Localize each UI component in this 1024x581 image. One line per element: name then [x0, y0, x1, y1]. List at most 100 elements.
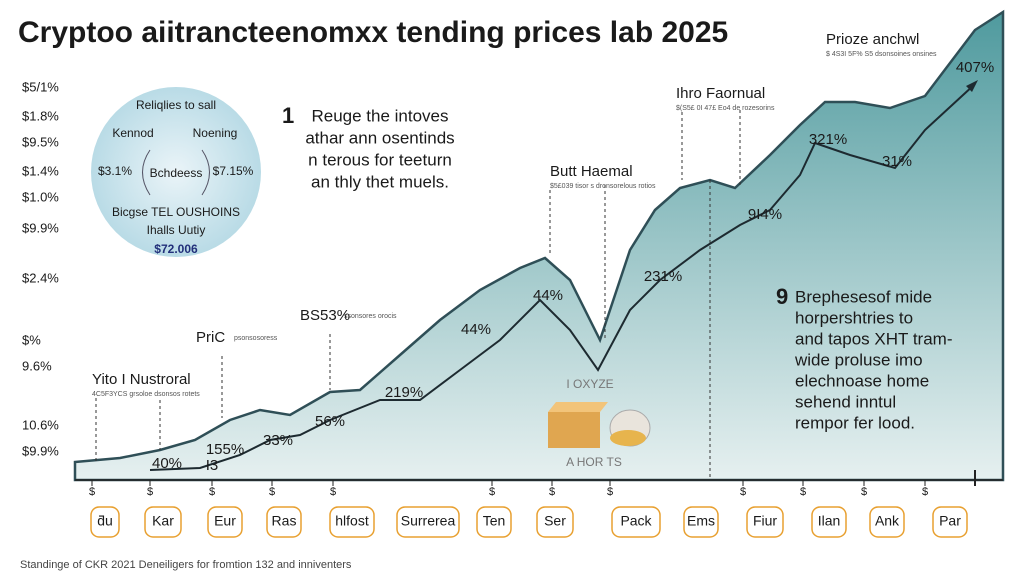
annotation-title: Prioze anchwl [826, 31, 919, 48]
x-tick-label: $ [549, 486, 555, 498]
circle-center: Bchdeess [150, 166, 203, 180]
y-label: $2.4% [22, 270, 59, 285]
category-label: Eur [214, 513, 236, 529]
category-pill [396, 506, 460, 538]
block-line: horpershtries to [795, 308, 913, 327]
x-tick-label: $ [861, 486, 867, 498]
y-label: 10.6% [22, 417, 59, 432]
category-label: Ras [272, 513, 297, 529]
annotation-title: PriC [196, 329, 225, 346]
block-line: and tapos XHT tram- [795, 329, 952, 348]
x-tick-label: $ [489, 486, 495, 498]
block-line: n terous for teeturn [308, 150, 452, 169]
annotation-sub: 4C5F3YCS grsoloe dsonsos rotets [92, 391, 200, 398]
block-line: elechnoase home [795, 371, 929, 390]
circle-left: Kennod [112, 126, 153, 140]
point-label: 31% [882, 153, 912, 170]
category-pill [746, 506, 784, 538]
icon-label: A HOR TS [566, 455, 622, 469]
y-label: $1.0% [22, 189, 59, 204]
point-label: 33% [263, 432, 293, 449]
y-label: 9.6% [22, 358, 52, 373]
icon-label: I OXYZE [566, 377, 613, 391]
block-line: wide proluse imo [794, 350, 923, 369]
category-label: Ems [687, 513, 715, 529]
category-pill [811, 506, 847, 538]
y-label: $5/1% [22, 79, 59, 94]
category-label: Kar [152, 513, 174, 529]
y-label: $% [22, 332, 41, 347]
block-line: sehend inntul [795, 392, 896, 411]
x-tick-label: $ [209, 486, 215, 498]
annotation-sub: ssonsores orocis [344, 313, 397, 320]
category-pill [869, 506, 905, 538]
box-icon [548, 402, 651, 448]
category-label: ƌu [97, 513, 113, 529]
x-tick-label: $ [330, 486, 336, 498]
block-number: 1 [282, 103, 294, 128]
point-label: 219% [385, 384, 423, 401]
point-label: 40% [152, 455, 182, 472]
circle-right-value: $7.15% [213, 164, 254, 178]
category-pill [207, 506, 243, 538]
category-label: Ten [483, 513, 506, 529]
category-label: Ser [544, 513, 566, 529]
category-label: Ank [875, 513, 900, 529]
circle-line1: Bicgse TEL OUSHOINS [112, 205, 240, 219]
point-label: 9I4% [748, 206, 782, 223]
annotation-sub: $ 4S3I 5F% S5 dsonsoines onsines [826, 51, 937, 58]
annotation-sub: $5£039 tisor s dronsorelous rotios [550, 183, 656, 190]
category-pill [932, 506, 968, 538]
footer: Standinge of CKR 2021 Deneiligers for fr… [20, 559, 352, 571]
category-pill [144, 506, 182, 538]
annotation-sub: $(S5£ 0I 47£ Eo4 de rozesorins [676, 105, 775, 112]
y-label: $9.9% [22, 220, 59, 235]
block-line: an thly thet muels. [311, 172, 449, 191]
category-pill [266, 506, 302, 538]
area [73, 9, 1005, 482]
category-pill [536, 506, 574, 538]
point-label: 321% [809, 131, 847, 148]
block-line: Reuge the intoves [311, 106, 448, 125]
x-tick-label: $ [740, 486, 746, 498]
x-tick-label: $ [269, 486, 275, 498]
block-line: athar ann osentinds [305, 128, 454, 147]
point-label: 44% [533, 287, 563, 304]
block-line: Brephesesof mide [795, 287, 932, 306]
circle-title: Reliqlies to sall [136, 98, 216, 112]
arrow-head [966, 80, 978, 92]
point-label: 231% [644, 268, 682, 285]
annotation-title: Ihro Faornual [676, 85, 765, 102]
point-label: 407% [956, 59, 994, 76]
point-label: 155% [206, 441, 244, 458]
category-pill [611, 506, 661, 538]
category-label: Ilan [818, 513, 841, 529]
point-label: 44% [461, 321, 491, 338]
annotation-title: BS53% [300, 307, 350, 324]
circle-line2: Ihalls Uutiy [147, 223, 206, 237]
x-tick-label: $ [607, 486, 613, 498]
x-tick-label: $ [147, 486, 153, 498]
y-label: $9.5% [22, 134, 59, 149]
point-label: 56% [315, 413, 345, 430]
category-label: hlfost [335, 513, 369, 529]
category-pill [90, 506, 120, 538]
category-label: Surrerea [401, 513, 456, 529]
trend-line [149, 83, 976, 471]
y-label: $1.8% [22, 108, 59, 123]
point-label: I3 [206, 457, 219, 474]
y-label: $1.4% [22, 163, 59, 178]
circle-arrows [142, 149, 210, 196]
x-tick-label: $ [89, 486, 95, 498]
circle-total: $72.006 [154, 242, 198, 256]
block-line: rempor fer lood. [795, 413, 915, 432]
callout-circle [91, 87, 261, 257]
title: Cryptoo aiitrancteenomxx tending prices … [18, 16, 728, 49]
annotation-title: Butt Haemal [550, 163, 633, 180]
circle-left-value: $3.1% [98, 164, 132, 178]
category-label: Pack [620, 513, 652, 529]
category-pill [476, 506, 512, 538]
category-pill [329, 506, 375, 538]
x-tick-label: $ [922, 486, 928, 498]
